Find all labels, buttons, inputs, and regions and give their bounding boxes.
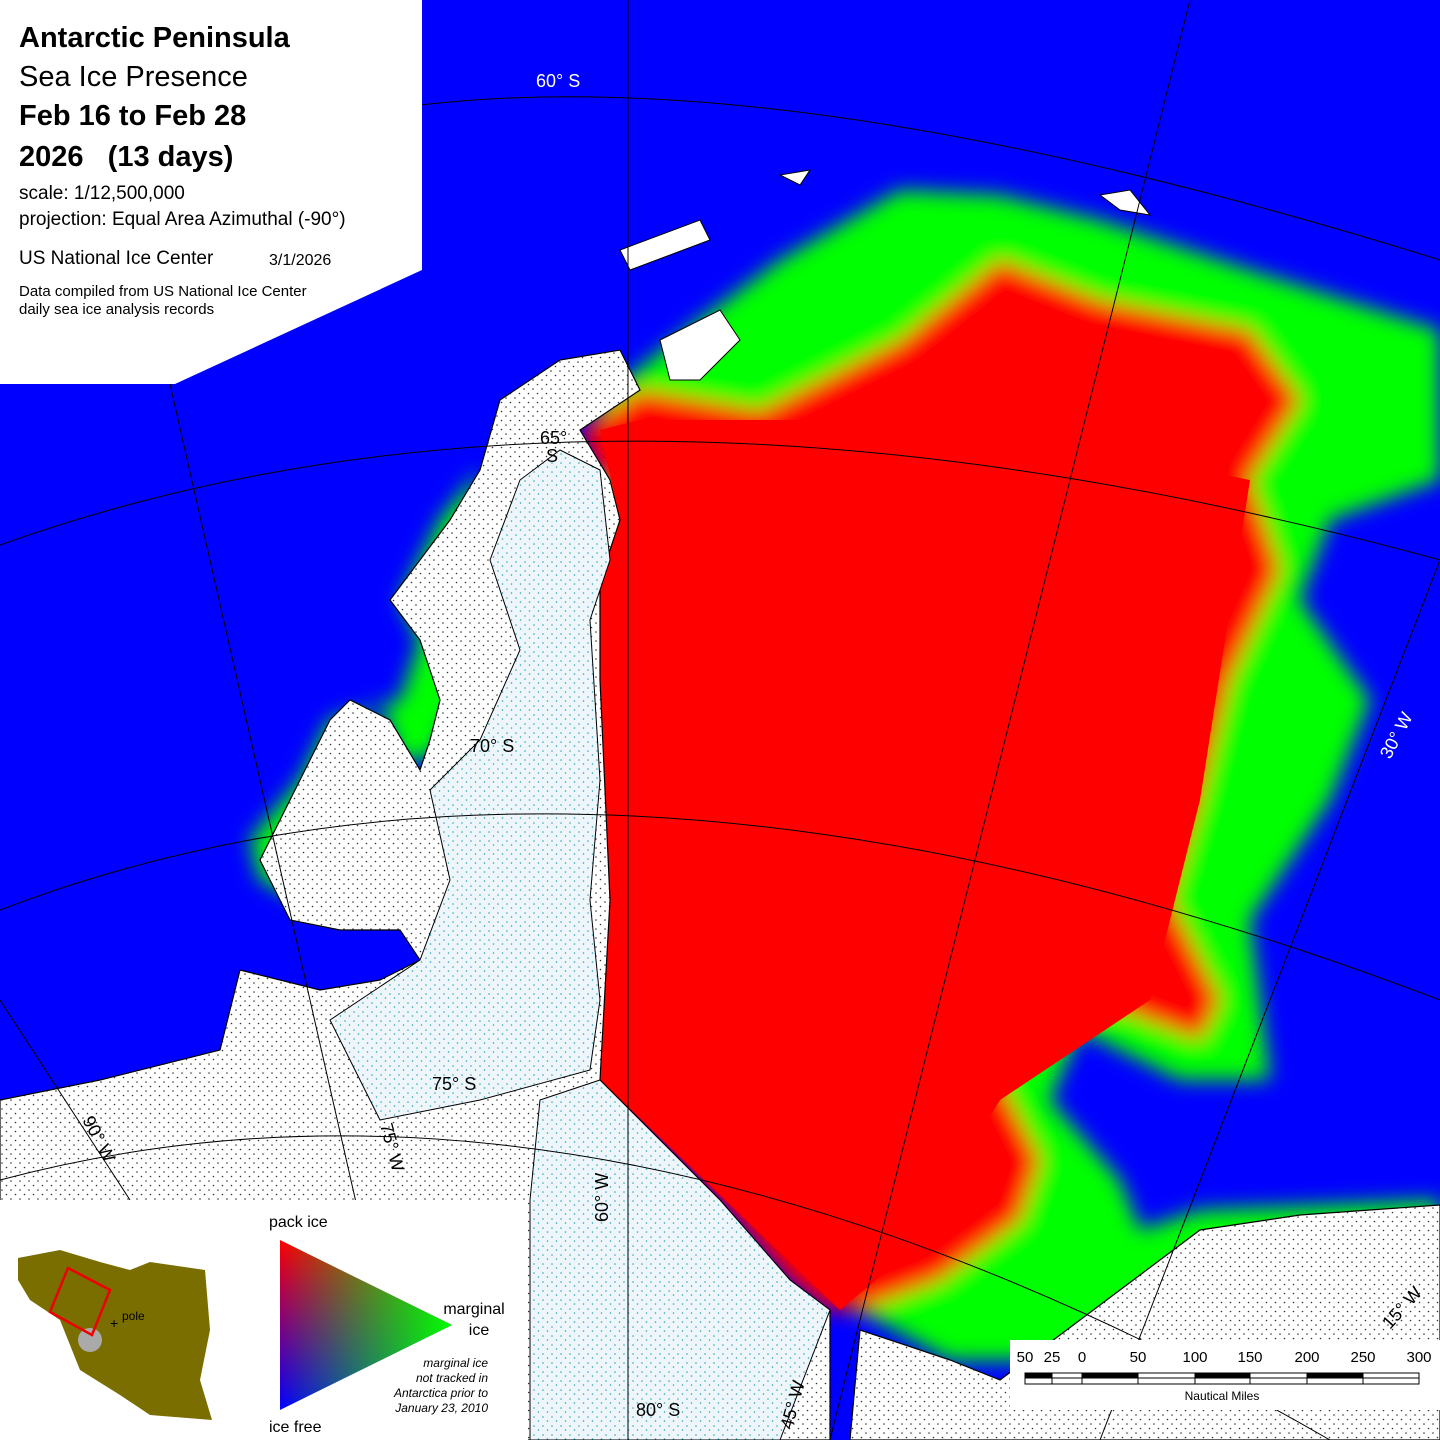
legend-ice-free: ice free [269,1419,322,1436]
scale-label: 50 [1130,1349,1147,1366]
scale-label: 300 [1406,1349,1431,1366]
period: Feb 16 to Feb 28 [19,100,246,132]
parallel [0,813,1440,1001]
scale-segment [1082,1373,1138,1378]
pack-ice-core [600,420,1250,1310]
scale-label: 200 [1294,1349,1319,1366]
island [659,309,741,381]
island [619,219,711,271]
scale-label: 150 [1237,1349,1262,1366]
meridian [829,0,1191,1440]
inset-shelf [78,1328,102,1352]
legend-pack-ice: pack ice [269,1214,328,1231]
scale-segment [1307,1373,1363,1378]
lat-label: 65° [540,428,567,448]
lon-label: 60° W [592,1173,612,1222]
parallel [0,440,1440,561]
subtitle: Sea Ice Presence [19,61,248,93]
source-line: Data compiled from US National Ice Cente… [19,283,307,300]
scale-unit: Nautical Miles [1185,1389,1260,1403]
lat-label: 80° S [636,1400,680,1420]
lat-label: 75° S [432,1074,476,1094]
shelf-south [529,1079,831,1440]
parallel [0,1135,1331,1440]
projection: projection: Equal Area Azimuthal (-90°) [19,209,346,230]
title: Antarctic Peninsula [19,22,291,54]
meridian [0,999,131,1201]
scale-segment [1025,1373,1052,1378]
source-line: daily sea ice analysis records [19,301,214,318]
meridian [1099,559,1440,1440]
header-panel [0,0,422,384]
legend-note: marginal ice [423,1356,488,1370]
agency: US National Ice Center [19,248,214,269]
date: 3/1/2026 [269,252,331,269]
ice-shelf [329,449,611,1121]
lat-label: 60° S [536,71,580,91]
scale-label: 100 [1182,1349,1207,1366]
year-days: 2026 (13 days) [19,141,233,173]
scale-label: 250 [1350,1349,1375,1366]
lat-label: S [546,446,558,466]
parallel [419,96,1440,261]
inset-cross: + [110,1315,118,1331]
inset-extent [48,1266,112,1337]
inset-continent [18,1250,212,1420]
lat-label: 70° S [470,736,514,756]
legend-note: not tracked in [416,1371,488,1385]
legend-marginal: marginal [443,1301,504,1318]
scale-label: 25 [1044,1349,1061,1366]
scale-bar [1024,1372,1420,1385]
legend-marginal: ice [469,1322,490,1339]
legend-note: January 23, 2010 [394,1401,488,1415]
legend-triangle-overlay [280,1240,452,1410]
inset-pole: pole [122,1309,145,1323]
scale-label: 50 [1017,1349,1034,1366]
legend-note: Antarctica prior to [393,1386,488,1400]
scale: scale: 1/12,500,000 [19,183,185,204]
scale-label: 0 [1078,1349,1086,1366]
island [778,169,812,186]
scale-segment [1195,1373,1250,1378]
